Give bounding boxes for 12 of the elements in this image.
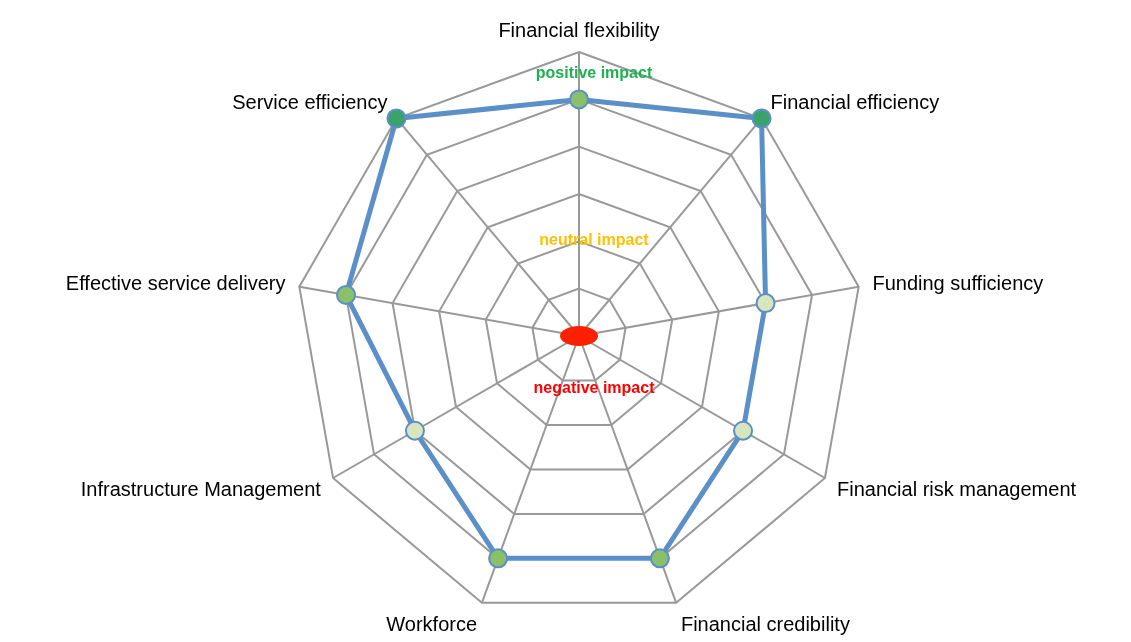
spoke-label: Funding sufficiency <box>872 271 1044 294</box>
spoke-label: Effective service delivery <box>65 271 286 294</box>
spoke-label: Infrastructure Management <box>80 478 322 500</box>
text: positive impact <box>535 63 653 81</box>
spoke-label: Financial efficiency <box>770 90 940 113</box>
spoke-label: Financial credibility <box>680 612 850 635</box>
spoke-label: Workforce <box>386 612 478 635</box>
text: negative impact <box>533 379 656 397</box>
text: neutral impact <box>539 231 650 249</box>
spoke-label: Financial flexibility <box>498 19 660 41</box>
spoke-label: Financial risk management <box>837 478 1077 500</box>
spoke-label: Service efficiency <box>232 90 388 113</box>
